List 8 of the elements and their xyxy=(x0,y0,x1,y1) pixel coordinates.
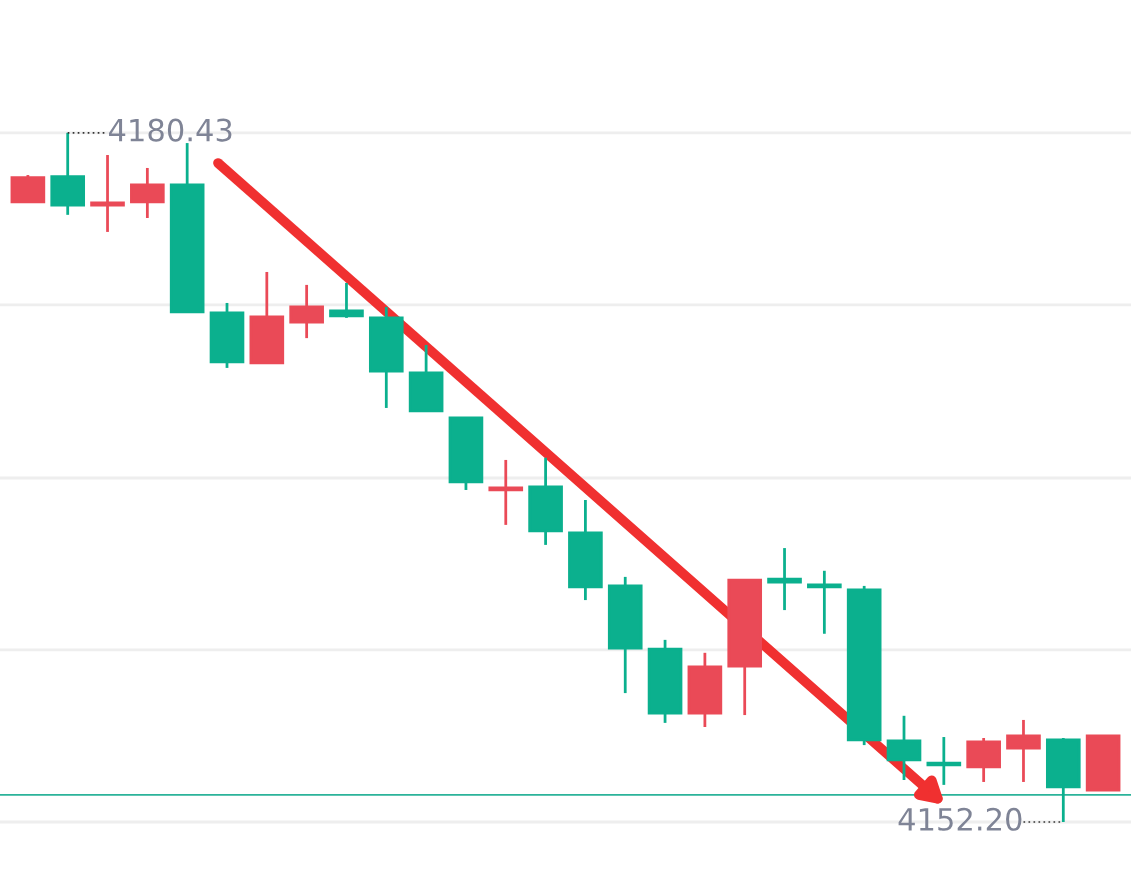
candlestick xyxy=(329,281,364,320)
candlestick xyxy=(926,735,962,787)
candlestick xyxy=(807,569,842,636)
candlestick xyxy=(90,153,125,234)
candlestick xyxy=(488,458,524,527)
annotation: 4180.43 xyxy=(109,118,232,142)
candlestick xyxy=(767,546,802,612)
annotation: 4152.20 xyxy=(898,807,1022,831)
